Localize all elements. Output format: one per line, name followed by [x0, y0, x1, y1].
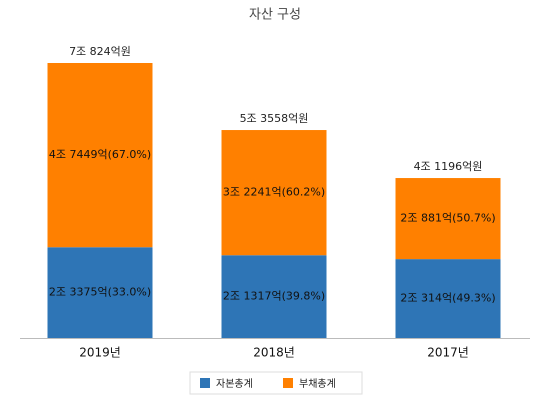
bar-segment: [221, 255, 327, 338]
total-label: 5조 3558억원: [240, 112, 309, 125]
legend-swatch: [200, 378, 210, 388]
value-label: 2조 3375억(33.0%): [49, 286, 151, 299]
x-tick-label: 2018년: [253, 346, 295, 360]
total-label: 7조 824억원: [69, 45, 131, 58]
value-label: 2조 881억(50.7%): [400, 212, 495, 225]
total-label: 4조 1196억원: [414, 160, 483, 173]
legend-frame: [189, 371, 363, 395]
bar-segment: [395, 259, 501, 338]
x-tick-label: 2019년: [79, 346, 121, 360]
value-label: 4조 7449억(67.0%): [49, 148, 151, 161]
value-label: 2조 314억(49.3%): [400, 292, 495, 305]
chart-title: 자산 구성: [249, 8, 301, 23]
bar-segment: [395, 178, 501, 260]
value-label: 2조 1317억(39.8%): [223, 290, 325, 303]
bar-segment: [221, 130, 327, 256]
legend-label: 자본총계: [216, 378, 253, 390]
legend-swatch: [283, 378, 293, 388]
x-tick-label: 2017년: [427, 346, 469, 360]
value-label: 3조 2241억(60.2%): [223, 186, 325, 199]
bar-segment: [47, 63, 153, 248]
legend-label: 부채총계: [299, 378, 336, 390]
bar-segment: [47, 247, 153, 338]
